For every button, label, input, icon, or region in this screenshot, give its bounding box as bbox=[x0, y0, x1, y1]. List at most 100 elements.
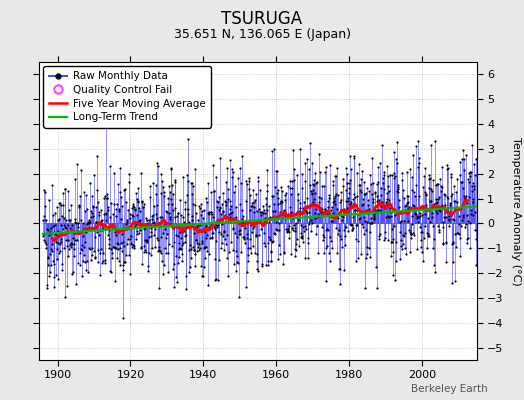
Point bbox=[270, 208, 279, 214]
Point bbox=[402, 192, 411, 199]
Point bbox=[155, 244, 163, 250]
Point bbox=[208, 235, 216, 241]
Point bbox=[372, 207, 380, 214]
Point bbox=[127, 241, 135, 247]
Point bbox=[223, 232, 231, 238]
Point bbox=[183, 221, 191, 227]
Point bbox=[46, 230, 54, 237]
Point bbox=[242, 198, 250, 204]
Point bbox=[259, 221, 267, 227]
Point bbox=[472, 226, 481, 233]
Point bbox=[294, 196, 303, 203]
Point bbox=[228, 168, 237, 175]
Point bbox=[454, 230, 463, 236]
Point bbox=[95, 232, 103, 238]
Point bbox=[163, 250, 172, 257]
Point bbox=[202, 234, 210, 241]
Point bbox=[397, 242, 406, 249]
Point bbox=[40, 188, 49, 195]
Point bbox=[53, 216, 62, 223]
Point bbox=[382, 199, 390, 205]
Point bbox=[241, 225, 249, 231]
Point bbox=[144, 220, 152, 226]
Point bbox=[175, 254, 183, 260]
Point bbox=[140, 225, 149, 231]
Point bbox=[255, 208, 264, 215]
Point bbox=[86, 246, 94, 252]
Point bbox=[321, 227, 330, 234]
Point bbox=[438, 202, 446, 208]
Point bbox=[158, 214, 166, 220]
Point bbox=[113, 240, 122, 246]
Point bbox=[265, 203, 273, 209]
Point bbox=[51, 231, 59, 238]
Point bbox=[281, 213, 289, 219]
Point bbox=[77, 167, 85, 173]
Point bbox=[83, 268, 92, 275]
Point bbox=[93, 199, 102, 205]
Point bbox=[249, 187, 257, 193]
Point bbox=[470, 196, 478, 202]
Point bbox=[238, 207, 246, 213]
Point bbox=[302, 208, 310, 214]
Point bbox=[321, 169, 329, 176]
Point bbox=[51, 232, 60, 238]
Point bbox=[307, 187, 315, 194]
Point bbox=[149, 203, 158, 210]
Point bbox=[345, 180, 353, 186]
Point bbox=[297, 230, 305, 236]
Point bbox=[326, 258, 335, 264]
Point bbox=[335, 281, 344, 288]
Point bbox=[239, 235, 248, 242]
Point bbox=[90, 248, 99, 254]
Point bbox=[139, 226, 148, 232]
Point bbox=[172, 274, 180, 280]
Point bbox=[155, 284, 163, 291]
Point bbox=[114, 241, 122, 247]
Point bbox=[381, 214, 390, 220]
Point bbox=[150, 219, 158, 225]
Point bbox=[212, 222, 220, 228]
Point bbox=[309, 198, 317, 205]
Point bbox=[458, 214, 467, 220]
Point bbox=[324, 250, 333, 256]
Point bbox=[75, 249, 84, 256]
Point bbox=[430, 269, 439, 276]
Point bbox=[364, 197, 373, 204]
Point bbox=[322, 245, 330, 251]
Point bbox=[339, 211, 347, 218]
Point bbox=[109, 224, 117, 231]
Point bbox=[135, 205, 143, 211]
Point bbox=[146, 224, 155, 230]
Point bbox=[269, 208, 277, 214]
Point bbox=[70, 237, 79, 243]
Point bbox=[268, 148, 277, 154]
Point bbox=[167, 166, 175, 172]
Point bbox=[189, 201, 198, 207]
Point bbox=[214, 222, 222, 228]
Point bbox=[323, 210, 331, 217]
Point bbox=[435, 208, 444, 215]
Point bbox=[336, 266, 344, 272]
Point bbox=[205, 235, 214, 242]
Point bbox=[163, 201, 172, 208]
Point bbox=[190, 263, 199, 269]
Point bbox=[340, 266, 348, 273]
Point bbox=[366, 254, 374, 260]
Point bbox=[343, 171, 351, 178]
Point bbox=[333, 250, 342, 257]
Point bbox=[369, 199, 377, 205]
Point bbox=[377, 185, 385, 191]
Point bbox=[359, 231, 368, 237]
Point bbox=[292, 209, 301, 215]
Point bbox=[421, 189, 429, 195]
Point bbox=[368, 155, 376, 161]
Point bbox=[403, 198, 412, 205]
Point bbox=[193, 244, 202, 250]
Point bbox=[329, 198, 337, 205]
Point bbox=[259, 217, 268, 223]
Point bbox=[395, 204, 403, 210]
Point bbox=[379, 180, 387, 186]
Point bbox=[83, 258, 92, 265]
Point bbox=[333, 165, 341, 171]
